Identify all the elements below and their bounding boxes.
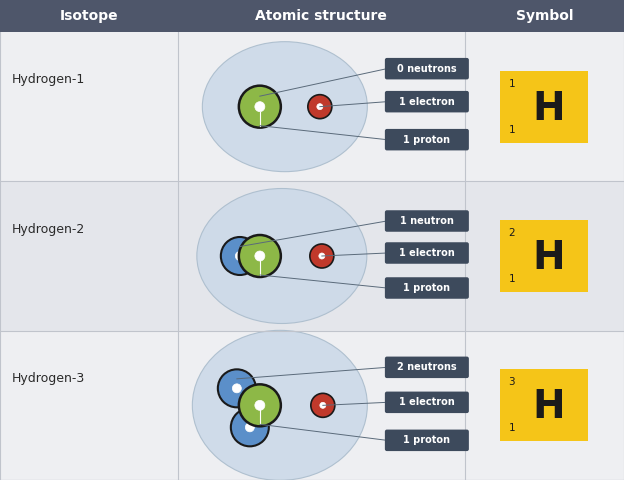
Text: 0 neutrons: 0 neutrons <box>397 64 457 73</box>
Text: Isotope: Isotope <box>60 9 118 23</box>
Text: 1 proton: 1 proton <box>403 135 451 144</box>
Circle shape <box>218 369 256 408</box>
Text: Symbol: Symbol <box>515 9 573 23</box>
FancyBboxPatch shape <box>385 242 469 264</box>
Text: 2: 2 <box>509 228 515 238</box>
Text: 1: 1 <box>509 125 515 135</box>
Circle shape <box>231 408 269 446</box>
Ellipse shape <box>192 330 368 480</box>
Circle shape <box>311 393 335 417</box>
Circle shape <box>232 384 241 393</box>
Text: 1 neutron: 1 neutron <box>400 216 454 226</box>
Text: 1: 1 <box>509 79 515 89</box>
Bar <box>500 369 588 441</box>
Text: Hydrogen-3: Hydrogen-3 <box>12 372 85 385</box>
Circle shape <box>319 253 325 259</box>
Text: 1: 1 <box>509 274 515 284</box>
Text: 2 neutrons: 2 neutrons <box>397 362 457 372</box>
Text: 1: 1 <box>509 423 515 433</box>
Circle shape <box>255 102 265 112</box>
Circle shape <box>308 95 332 119</box>
FancyBboxPatch shape <box>385 129 469 150</box>
Text: H: H <box>532 239 565 277</box>
Bar <box>0 0 624 32</box>
Circle shape <box>255 251 265 261</box>
FancyBboxPatch shape <box>385 357 469 378</box>
Text: Atomic structure: Atomic structure <box>255 9 388 23</box>
FancyBboxPatch shape <box>385 58 469 79</box>
FancyBboxPatch shape <box>385 392 469 413</box>
Circle shape <box>317 104 323 109</box>
FancyBboxPatch shape <box>385 91 469 112</box>
Text: 1 electron: 1 electron <box>399 96 455 107</box>
Circle shape <box>245 423 255 432</box>
Bar <box>500 71 588 143</box>
Text: H: H <box>532 90 565 128</box>
Circle shape <box>221 237 259 275</box>
Circle shape <box>239 85 281 128</box>
Text: Hydrogen-1: Hydrogen-1 <box>12 73 85 86</box>
Circle shape <box>235 252 245 261</box>
Text: 3: 3 <box>509 377 515 387</box>
Text: Hydrogen-2: Hydrogen-2 <box>12 223 85 236</box>
Ellipse shape <box>197 189 367 324</box>
Circle shape <box>310 244 334 268</box>
Bar <box>0 181 624 331</box>
FancyBboxPatch shape <box>385 277 469 299</box>
Text: H: H <box>532 388 565 426</box>
Bar <box>0 331 624 480</box>
Circle shape <box>255 400 265 410</box>
FancyBboxPatch shape <box>385 210 469 232</box>
Text: 1 electron: 1 electron <box>399 397 455 408</box>
Ellipse shape <box>202 42 368 172</box>
Bar <box>0 32 624 181</box>
Bar <box>500 220 588 292</box>
Text: 1 electron: 1 electron <box>399 248 455 258</box>
Text: 1 proton: 1 proton <box>403 435 451 445</box>
Circle shape <box>239 384 281 426</box>
FancyBboxPatch shape <box>385 430 469 451</box>
Circle shape <box>320 402 326 408</box>
Text: 1 proton: 1 proton <box>403 283 451 293</box>
Circle shape <box>239 235 281 277</box>
